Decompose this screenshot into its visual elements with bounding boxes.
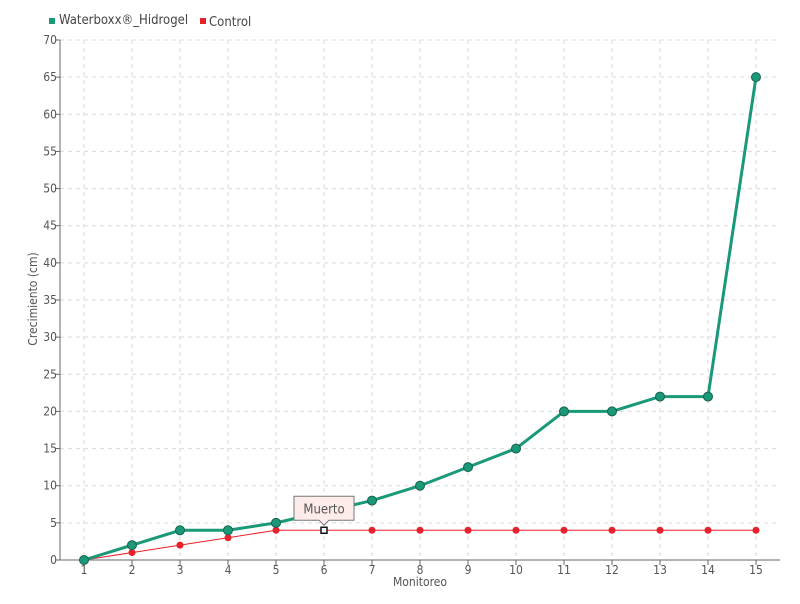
x-tick-label: 2 xyxy=(129,563,136,577)
data-point-control[interactable] xyxy=(416,526,424,534)
data-point-waterboxx[interactable] xyxy=(511,443,521,454)
annotation: Muerto xyxy=(293,495,355,535)
data-point-control[interactable] xyxy=(704,526,712,534)
annotation-marker xyxy=(320,526,328,535)
annotation-callout xyxy=(293,495,355,526)
y-tick-label: 45 xyxy=(43,219,57,233)
data-point-control[interactable] xyxy=(464,526,472,534)
x-tick-label: 7 xyxy=(369,563,376,577)
legend-label-waterboxx: Waterboxx®_Hidrogel xyxy=(59,13,188,28)
y-tick-label: 70 xyxy=(43,33,57,47)
data-point-control[interactable] xyxy=(128,549,136,557)
data-point-control[interactable] xyxy=(752,526,760,534)
data-point-waterboxx[interactable] xyxy=(655,391,665,402)
data-point-waterboxx[interactable] xyxy=(607,406,617,417)
series xyxy=(79,72,761,565)
y-tick-label: 50 xyxy=(43,182,57,196)
data-point-waterboxx[interactable] xyxy=(751,72,761,83)
x-tick-label: 6 xyxy=(321,563,328,577)
legend-swatch-control xyxy=(200,18,206,24)
data-point-waterboxx[interactable] xyxy=(367,495,377,506)
y-tick-label: 65 xyxy=(43,70,57,84)
data-point-waterboxx[interactable] xyxy=(79,555,89,565)
y-tick-label: 35 xyxy=(43,293,57,307)
legend-item-waterboxx[interactable]: Waterboxx®_Hidrogel xyxy=(49,13,188,28)
series-waterboxx xyxy=(79,72,761,565)
annotation-label: Muerto xyxy=(303,502,344,517)
y-tick-label: 55 xyxy=(43,144,57,158)
y-tick-label: 15 xyxy=(43,442,57,456)
data-point-control[interactable] xyxy=(176,541,184,549)
data-point-control[interactable] xyxy=(656,526,664,534)
data-point-waterboxx[interactable] xyxy=(175,525,185,536)
data-point-waterboxx[interactable] xyxy=(271,517,281,528)
data-point-control[interactable] xyxy=(560,526,568,534)
x-tick-label: 10 xyxy=(509,563,523,577)
x-tick-label: 15 xyxy=(749,563,763,577)
y-tick-label: 20 xyxy=(43,404,57,418)
y-tick-label: 25 xyxy=(43,367,57,381)
y-axis-title: Crecimiento (cm) xyxy=(26,252,40,345)
grid xyxy=(60,39,780,560)
x-tick-label: 8 xyxy=(417,563,424,577)
data-point-waterboxx[interactable] xyxy=(559,406,569,417)
data-point-control[interactable] xyxy=(608,526,616,534)
y-tick-label: 10 xyxy=(43,479,57,493)
x-tick-label: 5 xyxy=(273,563,280,577)
y-tick-label: 30 xyxy=(43,330,57,344)
data-point-control[interactable] xyxy=(368,526,376,534)
data-point-waterboxx[interactable] xyxy=(415,480,425,491)
x-tick-label: 11 xyxy=(557,563,571,577)
y-tick-label: 5 xyxy=(50,516,57,530)
y-tick-label: 60 xyxy=(43,107,57,121)
x-tick-label: 13 xyxy=(653,563,667,577)
data-point-control[interactable] xyxy=(272,526,280,534)
data-point-waterboxx[interactable] xyxy=(223,525,233,536)
x-tick-label: 9 xyxy=(465,563,472,577)
legend-label-control: Control xyxy=(209,15,251,30)
data-point-control[interactable] xyxy=(224,534,232,542)
data-point-control[interactable] xyxy=(512,526,520,534)
x-tick-label: 1 xyxy=(81,563,88,577)
x-tick-label: 3 xyxy=(177,563,184,577)
y-tick-label: 0 xyxy=(50,553,57,567)
legend: Waterboxx®_Hidrogel Control xyxy=(49,13,251,30)
data-point-waterboxx[interactable] xyxy=(463,462,473,473)
x-tick-label: 12 xyxy=(605,563,619,577)
y-tick-labels: 0 5 10 15 20 25 30 35 40 45 50 55 60 65 70 xyxy=(43,33,60,567)
y-tick-label: 40 xyxy=(43,256,57,270)
x-tick-labels: 1 2 3 4 5 6 7 8 9 10 11 12 13 14 15 xyxy=(81,560,763,577)
data-point-waterboxx[interactable] xyxy=(703,391,713,402)
x-axis-title: Monitoreo xyxy=(393,575,447,589)
x-tick-label: 14 xyxy=(701,563,715,577)
legend-item-control[interactable]: Control xyxy=(200,15,251,30)
x-tick-label: 4 xyxy=(225,563,232,577)
data-point-waterboxx[interactable] xyxy=(127,540,137,551)
legend-swatch-waterboxx xyxy=(49,18,55,24)
